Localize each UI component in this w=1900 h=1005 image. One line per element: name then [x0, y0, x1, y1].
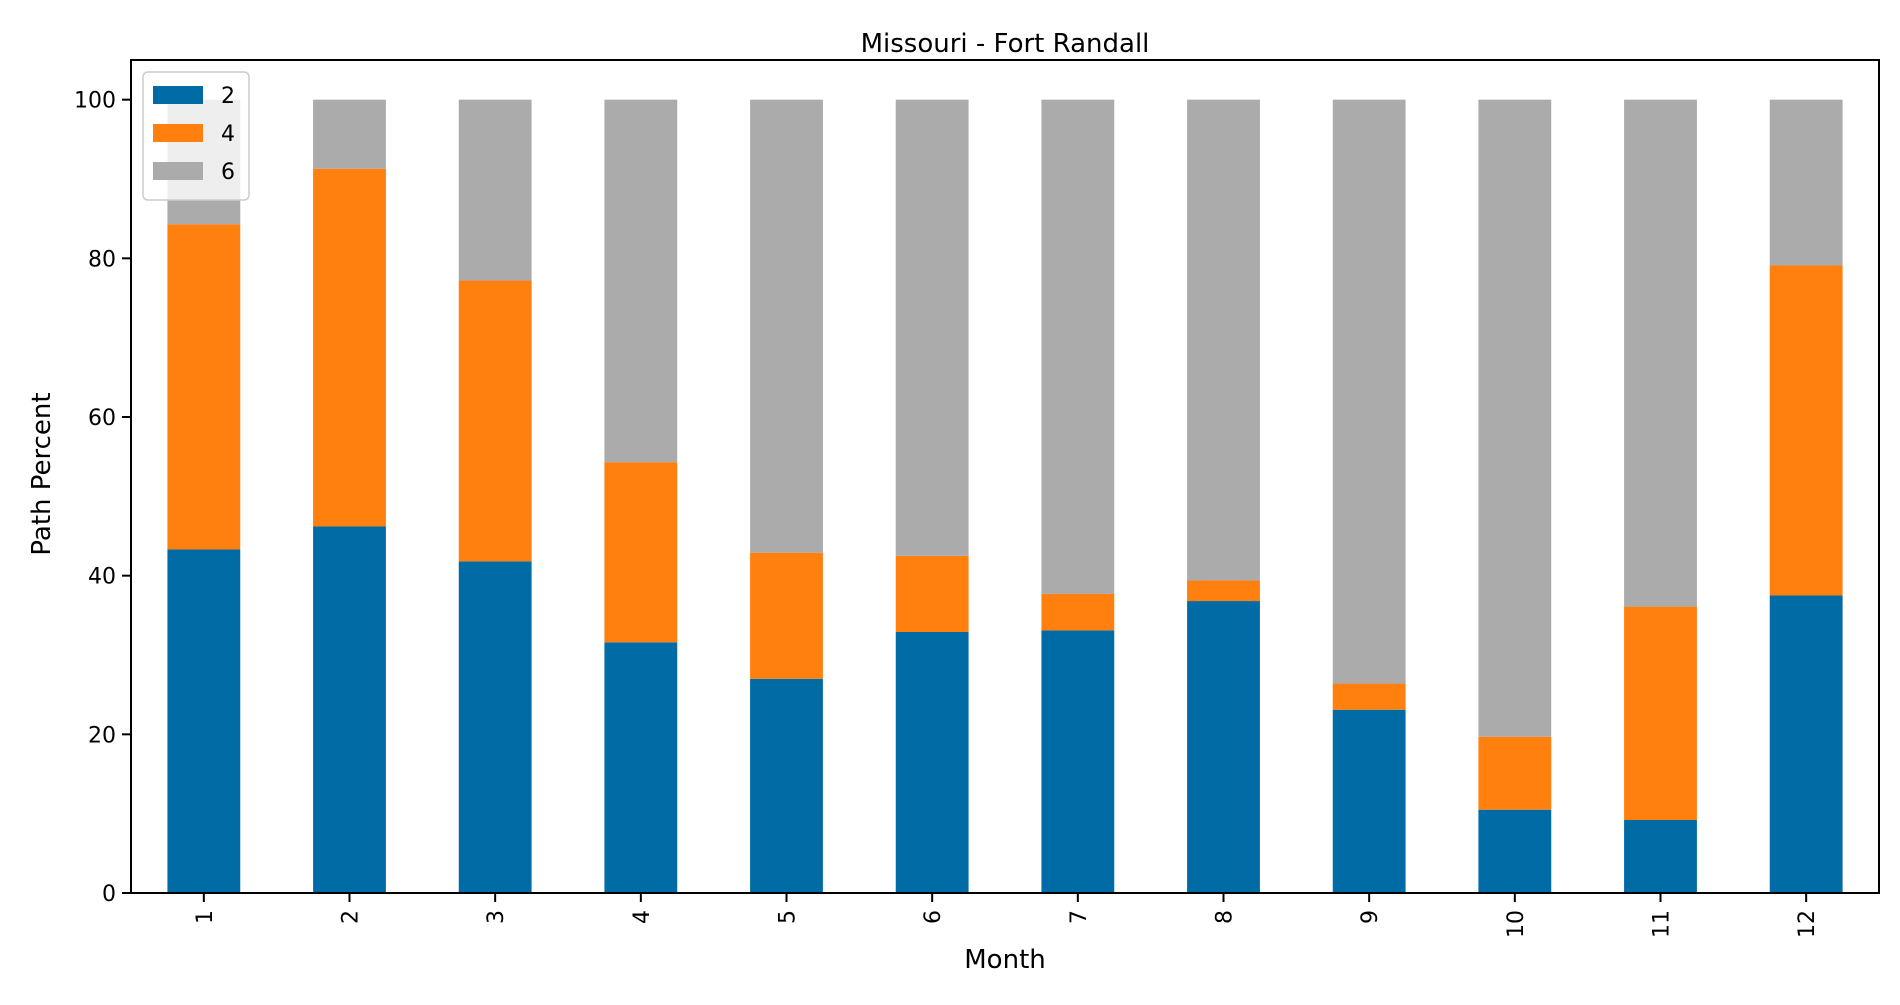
- bar-month-12-series-6: [1769, 99, 1843, 266]
- y-tick-label: 0: [102, 882, 116, 907]
- bar-month-6-series-6: [895, 99, 969, 556]
- x-tick-label: 3: [484, 910, 509, 924]
- plot-frame: [130, 59, 1880, 894]
- x-tick-label: 11: [1650, 910, 1675, 938]
- bar-month-8-series-6: [1187, 99, 1260, 581]
- bar-month-9-series-6: [1332, 99, 1406, 684]
- legend-swatch-4: [153, 124, 203, 142]
- bar-month-4-series-2: [604, 642, 678, 893]
- bars-layer: [167, 99, 1843, 893]
- bar-month-2-series-2: [313, 526, 386, 893]
- bar-month-11-series-4: [1624, 606, 1697, 821]
- bar-month-6-series-4: [895, 555, 969, 632]
- legend-label-6: 6: [221, 160, 235, 185]
- bar-month-8-series-4: [1187, 580, 1260, 602]
- bar-month-6-series-2: [895, 631, 969, 893]
- y-tick-label: 40: [88, 565, 116, 590]
- legend-swatch-2: [153, 86, 203, 104]
- x-tick-label: 5: [776, 910, 801, 924]
- x-axis-label: Month: [964, 945, 1046, 975]
- bar-month-12-series-4: [1769, 265, 1843, 596]
- legend-label-2: 2: [221, 84, 235, 109]
- bar-month-11-series-2: [1624, 820, 1697, 893]
- bar-month-7-series-2: [1041, 630, 1115, 893]
- bar-month-2-series-6: [313, 99, 386, 169]
- legend-label-4: 4: [221, 122, 235, 147]
- x-tick-label: 4: [630, 910, 655, 924]
- bar-month-7-series-6: [1041, 99, 1115, 594]
- legend: 2 4 6: [142, 71, 250, 201]
- legend-swatch-6: [153, 162, 203, 180]
- x-tick-label: 9: [1358, 910, 1383, 924]
- bar-month-5-series-6: [750, 99, 823, 553]
- y-tick-label: 20: [88, 723, 116, 748]
- bar-month-12-series-2: [1769, 595, 1843, 893]
- bar-month-8-series-2: [1187, 601, 1260, 893]
- bar-month-5-series-2: [750, 678, 823, 893]
- bar-month-4-series-4: [604, 462, 678, 643]
- bar-month-9-series-4: [1332, 683, 1406, 710]
- bar-month-3-series-2: [458, 561, 532, 893]
- x-tick-label: 1: [193, 910, 218, 924]
- x-tick-label: 10: [1504, 910, 1529, 938]
- bar-month-10-series-2: [1478, 809, 1552, 893]
- y-tick-label: 60: [88, 406, 116, 431]
- chart-title: Missouri - Fort Randall: [861, 29, 1150, 59]
- x-tick-label: 12: [1795, 910, 1820, 938]
- bar-month-5-series-4: [750, 552, 823, 679]
- bar-month-10-series-6: [1478, 99, 1552, 737]
- bar-month-7-series-4: [1041, 593, 1115, 631]
- y-axis-label: Path Percent: [27, 392, 57, 555]
- y-tick-label: 80: [88, 247, 116, 272]
- bar-month-3-series-6: [458, 99, 532, 281]
- x-tick-label: 6: [921, 910, 946, 924]
- bar-month-4-series-6: [604, 99, 678, 463]
- x-tick-label: 7: [1067, 910, 1092, 924]
- bar-month-11-series-6: [1624, 99, 1697, 607]
- bar-month-1-series-2: [167, 549, 241, 893]
- x-tick-label: 2: [339, 910, 364, 924]
- bar-month-2-series-4: [313, 168, 386, 527]
- bar-month-10-series-4: [1478, 736, 1552, 810]
- bar-month-3-series-4: [458, 280, 532, 562]
- bar-month-9-series-2: [1332, 709, 1406, 893]
- bar-month-1-series-4: [167, 224, 241, 550]
- y-tick-label: 100: [74, 89, 116, 114]
- x-tick-label: 8: [1213, 910, 1238, 924]
